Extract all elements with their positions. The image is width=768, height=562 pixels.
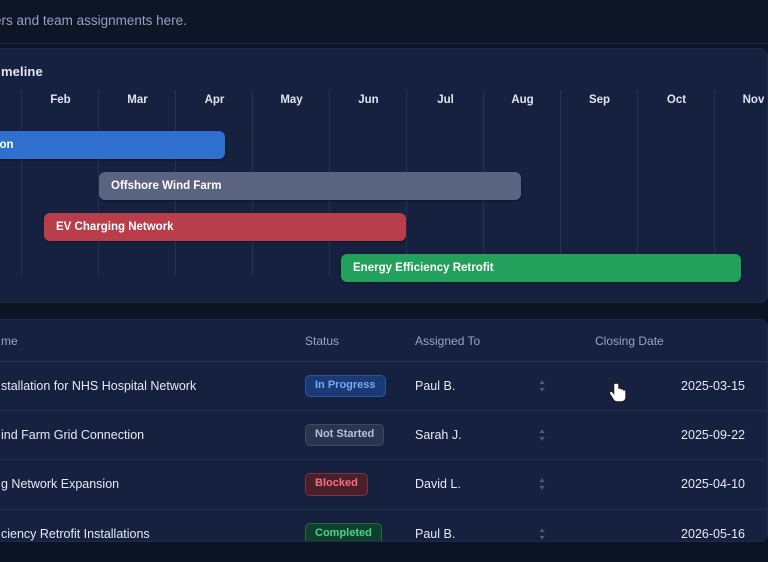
tender-status-cell: Blocked — [305, 459, 415, 510]
tender-status-cell: Completed — [305, 509, 415, 541]
gantt-bar[interactable]: Offshore Wind Farm — [99, 172, 521, 200]
assignee-select-wrapper[interactable]: Paul B. — [415, 377, 595, 396]
assignee-select-wrapper[interactable]: David L. — [415, 475, 595, 494]
tender-closing-date-cell: 2026-05-16 — [595, 509, 767, 541]
timeline-month-label: Nov — [742, 94, 765, 106]
table-row[interactable]: ind Farm Grid Connection Not Started Sarah… — [0, 410, 767, 461]
select-stepper-icon[interactable] — [535, 476, 549, 492]
column-header-name[interactable]: me — [0, 320, 305, 362]
timeline-title: meline — [1, 64, 43, 79]
assignee-select[interactable]: Paul B. — [415, 377, 535, 396]
tender-assignee-cell: Paul B. — [415, 509, 595, 542]
tender-name-cell: g Network Expansion — [0, 459, 305, 510]
status-badge: Blocked — [305, 473, 368, 496]
status-badge: Completed — [305, 522, 382, 541]
tender-assignee-cell: Paul B. — [415, 361, 595, 412]
tender-closing-date-cell: 2025-03-15 — [595, 361, 767, 412]
gantt-bar-label: Energy Efficiency Retrofit — [353, 262, 494, 274]
select-stepper-icon[interactable] — [535, 427, 549, 443]
tender-name-cell: ciency Retrofit Installations — [0, 509, 305, 541]
table-row[interactable]: ciency Retrofit Installations Completed Pa… — [0, 509, 767, 542]
timeline-card: meline Feb Mar Apr May Jun Jul Aug Sep Oct Nov la… — [0, 48, 768, 303]
tender-status-cell: Not Started — [305, 410, 415, 461]
tender-name-cell: ind Farm Grid Connection — [0, 410, 305, 461]
gantt-bar[interactable]: Energy Efficiency Retrofit — [341, 254, 741, 282]
table-row[interactable]: stallation for NHS Hospital Network In Pr… — [0, 361, 767, 412]
status-badge: In Progress — [305, 375, 386, 398]
timeline-month-header: Feb Mar Apr May Jun Jul Aug Sep Oct Nov — [0, 90, 767, 120]
assignee-select[interactable]: David L. — [415, 475, 535, 494]
tender-assignee-cell: Sarah J. — [415, 410, 595, 461]
tender-status-cell: In Progress — [305, 361, 415, 412]
timeline-month-label: Oct — [666, 94, 687, 106]
select-stepper-icon[interactable] — [535, 526, 549, 542]
assignee-select[interactable]: Sarah J. — [415, 426, 535, 445]
tender-closing-date-cell: 2025-09-22 — [595, 410, 767, 461]
timeline-month-label: Aug — [511, 94, 534, 106]
column-header-status[interactable]: Status — [305, 320, 415, 362]
timeline-bar-row: lar PV Installation — [0, 128, 767, 169]
tender-table: me Status Assigned To Closing Date stall… — [0, 320, 767, 542]
timeline-month-label: Mar — [127, 94, 148, 106]
assignee-select-wrapper[interactable]: Sarah J. — [415, 426, 595, 445]
timeline-month-label: Feb — [50, 94, 71, 106]
page-bottom-area — [0, 543, 768, 562]
assignee-select-wrapper[interactable]: Paul B. — [415, 524, 595, 542]
gantt-bar[interactable]: EV Charging Network — [44, 213, 406, 241]
tender-closing-date-cell: 2025-04-10 — [595, 459, 767, 510]
gantt-bar-label: lar PV Installation — [0, 139, 14, 151]
select-stepper-icon[interactable] — [535, 378, 549, 394]
column-header-assigned[interactable]: Assigned To — [415, 320, 595, 362]
timeline-bar-row: EV Charging Network — [0, 210, 767, 251]
intro-text: saved tenders and team assignments here. — [0, 13, 187, 29]
status-badge: Not Started — [305, 424, 385, 447]
tender-table-card: me Status Assigned To Closing Date stall… — [0, 319, 768, 542]
intro-banner: saved tenders and team assignments here. — [0, 0, 768, 44]
timeline-bar-row: Offshore Wind Farm — [0, 169, 767, 210]
table-row[interactable]: g Network Expansion Blocked David L. 2025-0… — [0, 459, 767, 510]
tender-table-header-row: me Status Assigned To Closing Date — [0, 320, 767, 362]
timeline-month-label: Sep — [588, 94, 611, 106]
assignee-select[interactable]: Paul B. — [415, 524, 535, 541]
timeline-bar-row: Energy Efficiency Retrofit — [0, 251, 767, 292]
gantt-bar[interactable]: lar PV Installation — [0, 131, 225, 159]
timeline-month-label: Apr — [204, 94, 225, 106]
column-header-closing[interactable]: Closing Date — [595, 320, 767, 362]
tender-name-cell: stallation for NHS Hospital Network — [0, 361, 305, 412]
gantt-bar-label: EV Charging Network — [56, 221, 174, 233]
tender-table-body: stallation for NHS Hospital Network In Pr… — [0, 361, 767, 542]
gantt-bar-label: Offshore Wind Farm — [111, 180, 222, 192]
timeline-month-label: Jul — [437, 94, 454, 106]
timeline-month-label: May — [280, 94, 303, 106]
timeline-month-label: Jun — [358, 94, 379, 106]
timeline-bars: lar PV Installation Offshore Wind Farm EV … — [0, 120, 767, 292]
timeline-grid: Feb Mar Apr May Jun Jul Aug Sep Oct Nov lar PV In… — [0, 90, 767, 286]
tender-assignee-cell: David L. — [415, 459, 595, 510]
tender-table-head: me Status Assigned To Closing Date — [0, 320, 767, 362]
